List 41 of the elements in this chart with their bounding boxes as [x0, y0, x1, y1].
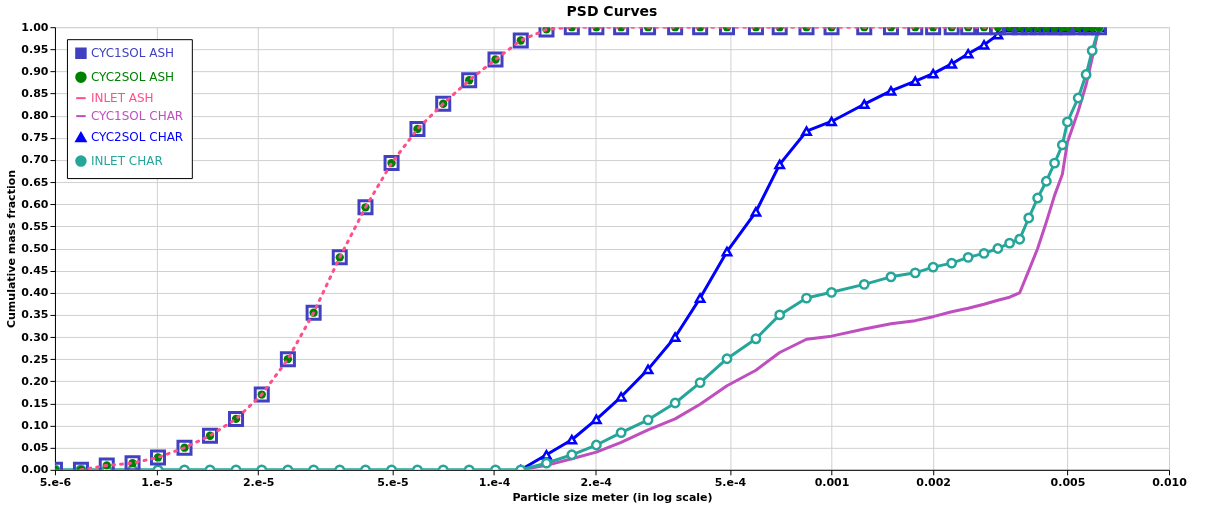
y-tick-label: 0.65 [21, 175, 49, 189]
legend-label: CYC2SOL CHAR [90, 130, 184, 145]
y-tick-label: 0.80 [21, 109, 49, 123]
y-tick-label: 0.25 [21, 352, 49, 366]
x-tick-label: 2.e-4 [580, 476, 613, 490]
x-axis-title: Particle size meter (in log scale) [512, 491, 713, 505]
y-tick-label: 0.15 [21, 396, 49, 410]
legend-label: CYC2SOL ASH [90, 70, 175, 85]
y-tick-label: 0.90 [21, 64, 49, 78]
y-tick-label: 0.85 [21, 87, 49, 101]
y-axis-title: Cumulative mass fraction [5, 169, 19, 329]
x-tick-label: 2.e-5 [242, 476, 275, 490]
y-tick-label: 0.75 [21, 131, 49, 145]
y-tick-label: 0.60 [21, 197, 49, 211]
y-tick-label: 0.00 [21, 463, 49, 477]
x-tick-label: 0.001 [814, 476, 850, 490]
chart-title: PSD Curves [566, 3, 658, 20]
legend-label: CYC1SOL CHAR [90, 109, 184, 124]
x-tick-label: 0.005 [1050, 476, 1086, 490]
y-tick-label: 0.45 [21, 264, 49, 278]
x-tick-label: 1.e-5 [141, 476, 173, 490]
y-tick-label: 0.05 [21, 441, 49, 455]
y-tick-label: 0.10 [21, 419, 49, 433]
x-tick-label: 5.e-6 [39, 476, 72, 490]
y-tick-label: 0.35 [21, 308, 49, 322]
legend-label: INLET CHAR [90, 154, 163, 169]
y-tick-label: 0.55 [21, 219, 49, 233]
y-tick-label: 0.70 [21, 153, 49, 167]
x-tick-label: 5.e-4 [714, 476, 747, 490]
legend-label: CYC1SOL ASH [90, 46, 175, 61]
legend-label: INLET ASH [90, 91, 154, 106]
y-tick-label: 0.30 [21, 330, 49, 344]
x-tick-label: 1.e-4 [478, 476, 511, 490]
x-tick-label: 0.002 [916, 476, 952, 490]
x-tick-label: 0.010 [1152, 476, 1188, 490]
y-tick-label: 0.20 [21, 374, 49, 388]
y-tick-label: 0.95 [21, 42, 49, 56]
x-tick-label: 5.e-5 [377, 476, 409, 490]
y-tick-label: 0.40 [21, 286, 49, 300]
y-tick-label: 1.00 [21, 20, 49, 34]
y-tick-label: 0.50 [21, 242, 49, 255]
